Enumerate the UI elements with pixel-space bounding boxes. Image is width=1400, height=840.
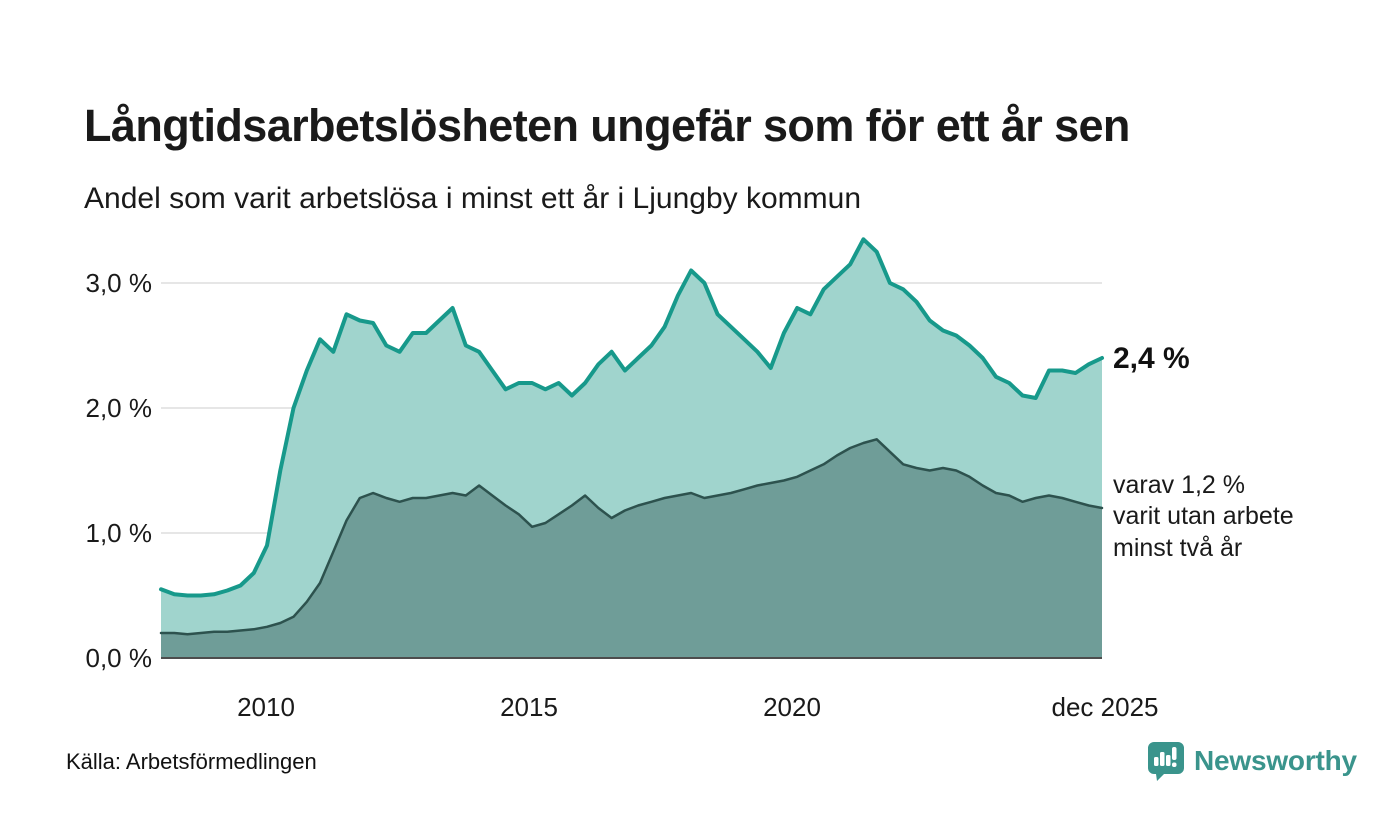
line-total-one-year	[159, 237, 1104, 598]
x-axis-tick-2010: 2010	[237, 692, 295, 722]
chart-subtitle: Andel som varit arbetslösa i minst ett å…	[84, 182, 861, 215]
source-credit: Källa: Arbetsförmedlingen	[66, 749, 317, 774]
newsworthy-logo-icon	[1148, 742, 1184, 781]
x-axis-tick-dec-2025: dec 2025	[1051, 692, 1159, 722]
newsworthy-brand: Newsworthy	[1145, 740, 1357, 782]
secondary-series-label: varav 1,2 % varit utan arbete minst två …	[1113, 470, 1294, 564]
line-two-years	[159, 438, 1104, 636]
secondary-label-line-1: varav 1,2 %	[1113, 471, 1246, 499]
secondary-label-line-3: minst två år	[1113, 533, 1243, 562]
y-axis-tick-1: 1,0 %	[85, 518, 153, 548]
latest-value-label: 2,4 %	[1113, 342, 1190, 375]
x-axis-tick-2015: 2015	[500, 692, 558, 722]
y-axis-tick-3: 3,0 %	[85, 268, 153, 298]
y-axis-tick-0: 0,0 %	[85, 643, 153, 673]
newsworthy-wordmark: Newsworthy	[1194, 745, 1357, 776]
y-axis-tick-2: 2,0 %	[85, 393, 153, 423]
secondary-label-line-2: varit utan arbete	[1113, 502, 1294, 531]
area-two-years	[161, 439, 1102, 658]
x-axis-tick-2020: 2020	[763, 692, 821, 722]
page-title: Långtidsarbetslösheten ungefär som för e…	[84, 100, 1130, 152]
